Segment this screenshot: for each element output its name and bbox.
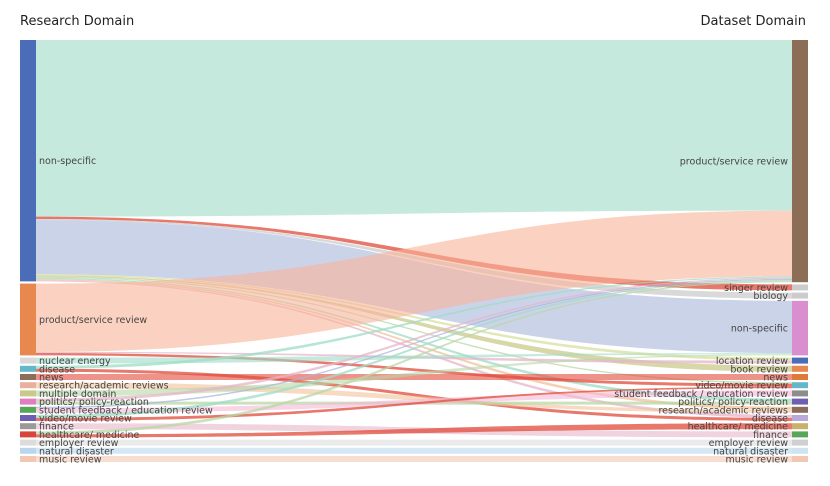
link-student-feedback-education-review-to-product-service-review <box>36 278 792 409</box>
link-news-to-news <box>36 374 792 380</box>
link-video-movie-review-to-product-service-review <box>36 279 792 418</box>
link-music-review-to-music-review <box>36 456 792 462</box>
right-node-natural-disaster[interactable] <box>792 447 808 454</box>
right-node-singer-review[interactable] <box>792 284 808 291</box>
left-node-research-academic-reviews[interactable] <box>20 382 36 389</box>
left-node-politics-policy-reaction[interactable] <box>20 398 36 405</box>
link-healthcare-medicine-to-healthcare-medicine <box>36 423 792 438</box>
left-node-employer-review[interactable] <box>20 439 36 446</box>
right-node-employer-review[interactable] <box>792 439 808 446</box>
right-node-label: research/academic reviews <box>658 405 788 416</box>
link-non-specific-to-research-academic-reviews <box>36 279 792 410</box>
left-node-label: video/movie review <box>39 414 132 425</box>
link-non-specific-to-location-review <box>36 274 792 361</box>
right-node-politics-policy-reaction[interactable] <box>792 398 808 405</box>
right-node-student-feedback-education-review[interactable] <box>792 390 808 397</box>
right-node-non-specific[interactable] <box>792 300 808 356</box>
right-node-finance[interactable] <box>792 431 808 438</box>
left-node-music-review[interactable] <box>20 456 36 462</box>
link-product-service-review-to-product-service-review <box>36 210 792 352</box>
right-node-label: music review <box>725 455 788 466</box>
right-node-biology[interactable] <box>792 292 808 299</box>
link-healthcare-medicine-to-product-service-review <box>36 281 792 435</box>
right-node-location-review[interactable] <box>792 357 808 364</box>
left-node-label: research/academic reviews <box>39 381 169 392</box>
right-node-label: non-specific <box>731 324 788 335</box>
link-non-specific-to-product-service-review <box>36 40 792 217</box>
left-node-product-service-review[interactable] <box>20 283 36 356</box>
left-node-multiple-domain[interactable] <box>20 390 36 397</box>
right-node-label: disease <box>752 414 788 425</box>
left-node-label: employer review <box>39 438 119 449</box>
right-node-label: natural disaster <box>713 446 788 457</box>
right-node-healthcare-medicine[interactable] <box>792 423 808 430</box>
right-node-label: employer review <box>709 438 789 449</box>
right-node-book-review[interactable] <box>792 365 808 372</box>
link-non-specific-to-video-movie-review <box>36 276 792 384</box>
sankey-links <box>36 40 792 462</box>
right-node-label: news <box>763 373 788 384</box>
right-node-music-review[interactable] <box>792 456 808 462</box>
right-node-news[interactable] <box>792 374 808 380</box>
left-node-non-specific[interactable] <box>20 40 36 282</box>
link-video-movie-review-to-video-movie-review <box>36 386 792 421</box>
left-node-natural-disaster[interactable] <box>20 447 36 454</box>
right-node-label: product/service review <box>680 157 788 168</box>
link-non-specific-to-book-review <box>36 275 792 372</box>
left-node-label: student feedback / education review <box>39 405 213 416</box>
link-product-service-review-to-video-movie-review <box>36 353 792 387</box>
right-axis-header: Dataset Domain <box>700 14 807 29</box>
left-node-healthcare-medicine[interactable] <box>20 431 36 438</box>
right-node-label: healthcare/ medicine <box>688 422 789 433</box>
link-natural-disaster-to-natural-disaster <box>36 447 792 454</box>
left-node-label: product/service review <box>39 315 147 326</box>
link-multiple-domain-to-non-specific <box>36 354 792 397</box>
link-student-feedback-education-review-to-student-feedback-education-review <box>36 390 792 413</box>
left-node-nuclear-energy[interactable] <box>20 357 36 364</box>
right-node-column: product/service review singer reviewbiolo… <box>614 40 808 466</box>
right-node-research-academic-reviews[interactable] <box>792 406 808 413</box>
left-node-finance[interactable] <box>20 423 36 430</box>
right-node-label: student feedback / education review <box>614 389 788 400</box>
right-node-label: book review <box>730 364 788 375</box>
right-node-label: video/movie review <box>695 381 788 392</box>
left-axis-header: Research Domain <box>20 14 135 29</box>
left-node-label: finance <box>39 422 74 433</box>
right-node-disease[interactable] <box>792 415 808 421</box>
left-node-student-feedback-education-review[interactable] <box>20 406 36 413</box>
link-employer-review-to-employer-review <box>36 439 792 446</box>
right-node-label: location review <box>716 356 788 367</box>
link-nuclear-energy-to-non-specific <box>36 353 792 364</box>
left-node-label: multiple domain <box>39 389 116 400</box>
left-node-label: politics/ policy-reaction <box>39 397 149 408</box>
left-node-disease[interactable] <box>20 365 36 372</box>
left-node-column: non-specific product/service review nuclea… <box>20 40 213 466</box>
left-node-label: healthcare/ medicine <box>39 430 140 441</box>
right-node-label: singer review <box>724 283 788 294</box>
right-node-product-service-review[interactable] <box>792 40 808 283</box>
left-node-video-movie-review[interactable] <box>20 415 36 421</box>
link-politics-policy-reaction-to-product-service-review <box>36 277 792 402</box>
right-node-label: finance <box>753 430 788 441</box>
left-node-news[interactable] <box>20 374 36 380</box>
left-node-label: music review <box>39 455 102 466</box>
left-node-label: natural disaster <box>39 446 114 457</box>
left-node-label: nuclear energy <box>39 356 111 367</box>
left-node-label: news <box>39 373 64 384</box>
link-disease-to-product-service-review <box>36 276 792 369</box>
left-node-label: non-specific <box>39 156 96 167</box>
right-node-label: biology <box>753 291 788 302</box>
right-node-label: politics/ policy-reaction <box>678 397 788 408</box>
left-node-label: disease <box>39 364 75 375</box>
right-node-video-movie-review[interactable] <box>792 382 808 389</box>
link-disease-to-disease <box>36 368 792 421</box>
